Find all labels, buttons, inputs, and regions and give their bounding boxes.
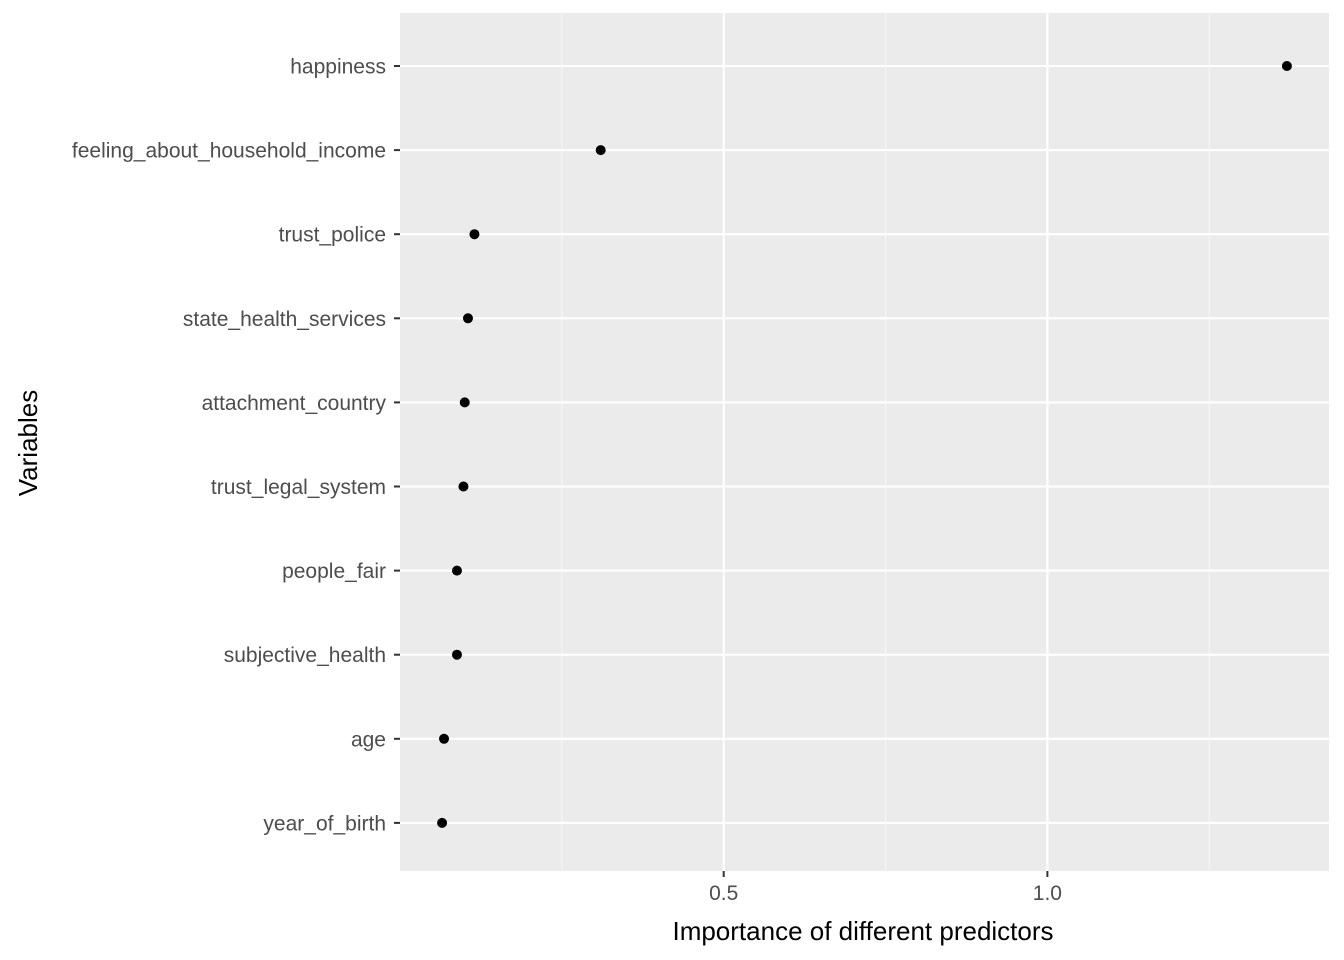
major-gridlines — [400, 13, 1329, 871]
y-tick-label: year_of_birth — [263, 812, 386, 835]
y-tick-label: feeling_about_household_income — [72, 140, 386, 163]
data-point — [1281, 61, 1292, 71]
y-axis-title: Variables — [13, 390, 43, 496]
y-tick-label: subjective_health — [224, 644, 386, 667]
x-tick-label: 0.5 — [709, 882, 738, 905]
data-point — [437, 817, 448, 828]
minor-gridlines — [561, 13, 1210, 871]
x-tick-label: 1.0 — [1033, 882, 1062, 905]
y-tick-label: age — [351, 728, 386, 751]
x-axis-tick-labels: 0.5 1.0 — [709, 882, 1062, 905]
data-point — [459, 397, 470, 408]
y-tick-label: people_fair — [282, 560, 386, 583]
data-point — [462, 313, 473, 324]
y-tick-label: attachment_country — [202, 392, 387, 415]
x-axis-ticks — [722, 871, 1049, 877]
data-point — [451, 649, 462, 660]
data-point — [451, 565, 462, 576]
y-tick-label: happiness — [290, 56, 386, 79]
y-tick-label: trust_police — [279, 224, 386, 247]
data-point — [439, 733, 450, 744]
data-point — [469, 229, 480, 240]
y-tick-label: trust_legal_system — [211, 476, 386, 499]
y-tick-label: state_health_services — [183, 308, 386, 331]
x-axis-title: Importance of different predictors — [672, 916, 1053, 946]
plot-panel — [400, 13, 1329, 871]
data-point — [595, 145, 606, 156]
y-axis-ticks — [394, 65, 400, 824]
data-point — [458, 481, 469, 492]
y-axis-tick-labels: happiness feeling_about_household_incomet… — [72, 56, 387, 836]
data-points — [437, 61, 1292, 828]
